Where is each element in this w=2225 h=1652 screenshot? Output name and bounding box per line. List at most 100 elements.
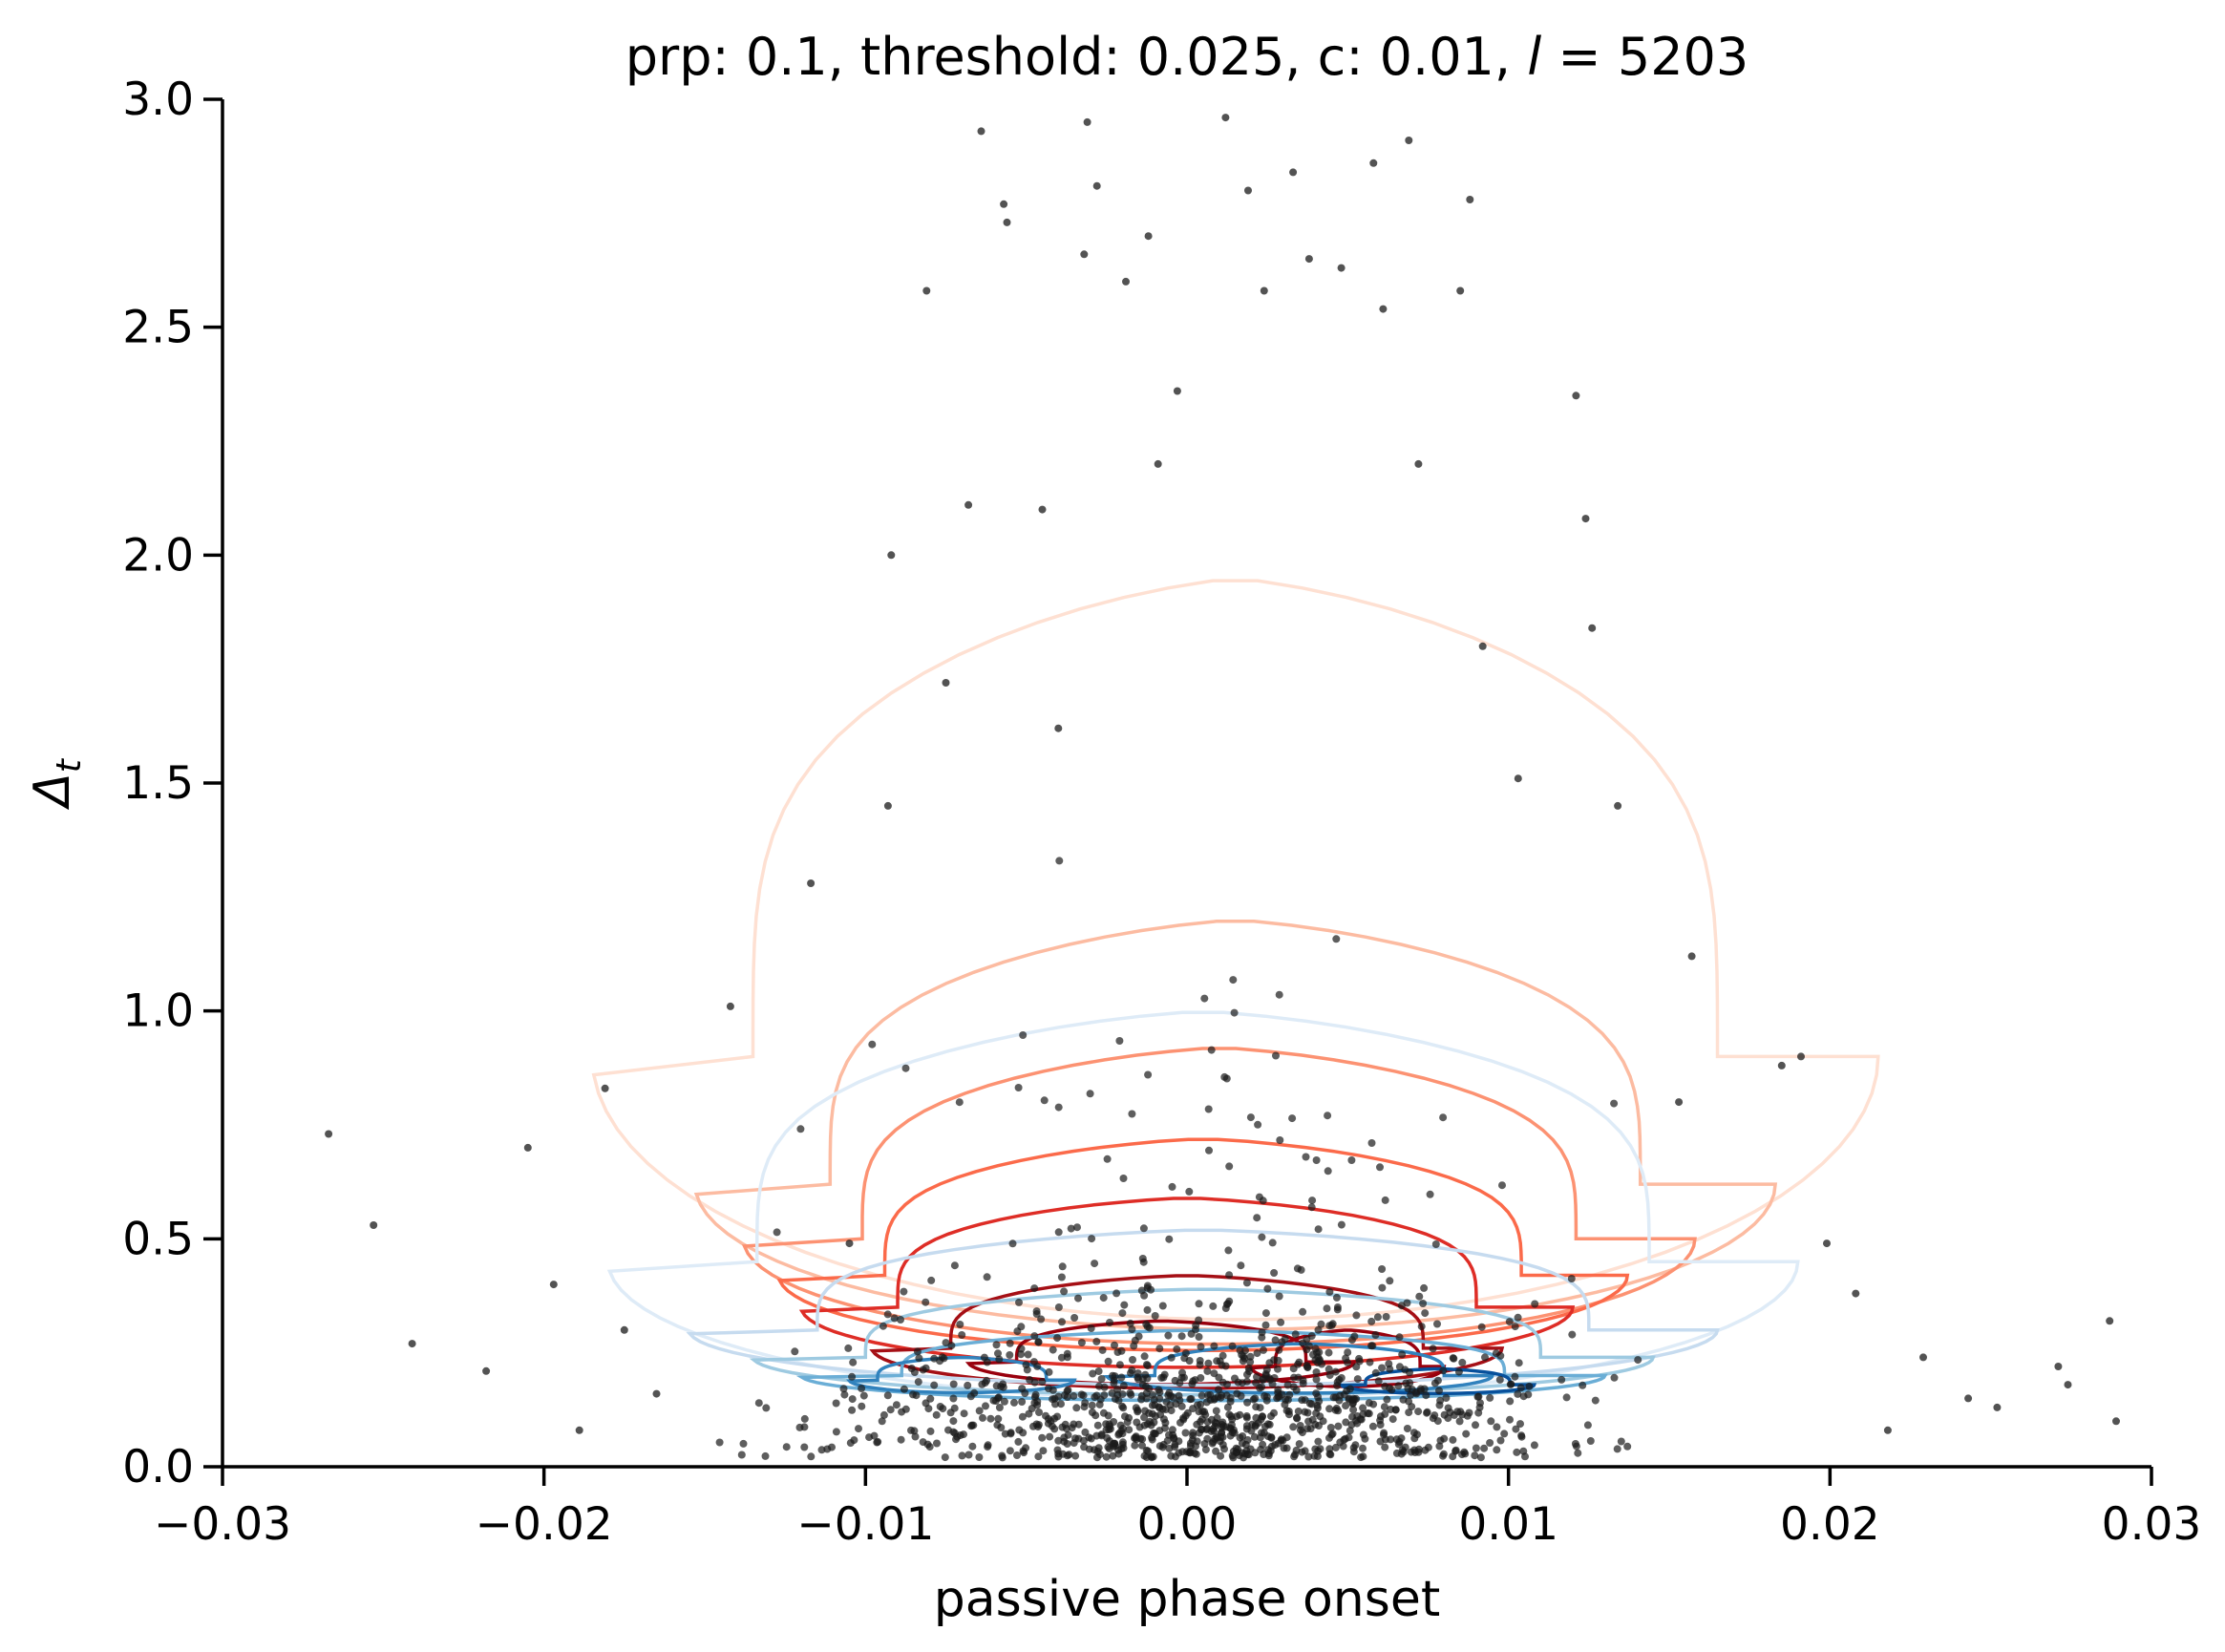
scatter-point bbox=[900, 1287, 908, 1296]
scatter-point bbox=[1249, 1395, 1258, 1404]
scatter-point bbox=[2064, 1381, 2072, 1389]
scatter-point bbox=[1420, 1283, 1429, 1292]
scatter-point bbox=[1369, 1400, 1378, 1408]
scatter-point bbox=[1017, 1323, 1026, 1331]
scatter-point bbox=[1242, 1413, 1251, 1422]
scatter-point bbox=[1054, 1450, 1063, 1458]
scatter-point bbox=[1323, 1304, 1331, 1313]
scatter-point bbox=[1007, 1430, 1015, 1438]
scatter-point bbox=[1452, 1447, 1460, 1455]
scatter-point bbox=[879, 1322, 887, 1330]
scatter-point bbox=[1237, 1391, 1245, 1400]
scatter-point bbox=[986, 1414, 995, 1423]
scatter-point bbox=[1195, 1316, 1203, 1324]
y-axis-label: Δt bbox=[24, 757, 89, 811]
scatter-point bbox=[1465, 1408, 1473, 1417]
y-tick-label: 2.5 bbox=[122, 302, 194, 354]
scatter-point bbox=[1386, 1384, 1393, 1392]
x-tick-label: 0.03 bbox=[2102, 1498, 2202, 1551]
scatter-point bbox=[1797, 1052, 1805, 1061]
scatter-point bbox=[1109, 1439, 1117, 1448]
scatter-point bbox=[964, 1381, 972, 1389]
scatter-point bbox=[1017, 1350, 1026, 1359]
scatter-point bbox=[1115, 1361, 1124, 1369]
scatter-point bbox=[907, 1426, 915, 1434]
scatter-point bbox=[1189, 1405, 1197, 1413]
scatter-point bbox=[1610, 1373, 1619, 1382]
scatter-point bbox=[845, 1239, 854, 1248]
scatter-point bbox=[1093, 1448, 1102, 1455]
scatter-point bbox=[1472, 1421, 1479, 1430]
scatter-point bbox=[1054, 1392, 1063, 1401]
scatter-point bbox=[1015, 1426, 1024, 1434]
scatter-point bbox=[1024, 1350, 1032, 1359]
scatter-point bbox=[1058, 1318, 1066, 1326]
scatter-point bbox=[1175, 1449, 1183, 1457]
scatter-point bbox=[1456, 286, 1465, 295]
scatter-point bbox=[1381, 1196, 1389, 1204]
scatter-point bbox=[1114, 1446, 1122, 1454]
scatter-point bbox=[1099, 1294, 1108, 1303]
scatter-point bbox=[1306, 1425, 1315, 1433]
scatter-point bbox=[1165, 1235, 1174, 1243]
scatter-point bbox=[1277, 1318, 1285, 1326]
scatter-point bbox=[1204, 1105, 1213, 1113]
scatter-point bbox=[1329, 1393, 1338, 1402]
scatter-point bbox=[807, 879, 816, 887]
scatter-point bbox=[1113, 1348, 1122, 1356]
scatter-point bbox=[1077, 1390, 1086, 1399]
scatter-point bbox=[1122, 277, 1130, 286]
scatter-point bbox=[1410, 1434, 1419, 1443]
scatter-point bbox=[1140, 1352, 1149, 1361]
scatter-point bbox=[1019, 1031, 1028, 1039]
scatter-point bbox=[1380, 1403, 1388, 1411]
scatter-point bbox=[1223, 1300, 1232, 1308]
scatter-point bbox=[1258, 1412, 1266, 1421]
scatter-point bbox=[1267, 1442, 1276, 1451]
scatter-point bbox=[1511, 1323, 1519, 1331]
scatter-point bbox=[878, 1417, 886, 1426]
scatter-point bbox=[1193, 1420, 1201, 1429]
scatter-point bbox=[1143, 1323, 1152, 1331]
scatter-point bbox=[1150, 1418, 1158, 1427]
scatter-point bbox=[1407, 1448, 1415, 1456]
scatter-point bbox=[1454, 1367, 1463, 1376]
scatter-point bbox=[1373, 1313, 1382, 1322]
scatter-point bbox=[1242, 1279, 1251, 1287]
scatter-point bbox=[1430, 1379, 1439, 1387]
scatter-point bbox=[1196, 1361, 1204, 1369]
scatter-point bbox=[883, 1391, 892, 1400]
scatter-point bbox=[1143, 1362, 1152, 1370]
scatter-point bbox=[911, 1432, 920, 1441]
x-axis-ticks: −0.03 −0.02 −0.01 0.00 0.01 0.02 0.03 bbox=[154, 1467, 2201, 1551]
scatter-point bbox=[1161, 1419, 1170, 1427]
kde-contour-line bbox=[1337, 1366, 1537, 1396]
chart-title-symbol: l bbox=[1527, 27, 1541, 87]
scatter-point bbox=[1514, 1313, 1522, 1322]
scatter-point bbox=[1309, 1350, 1317, 1359]
scatter-point bbox=[1292, 1386, 1301, 1394]
scatter-point bbox=[1187, 1329, 1196, 1338]
scatter-point bbox=[1493, 1423, 1501, 1431]
scatter-point bbox=[1132, 1433, 1140, 1442]
scatter-point bbox=[901, 1405, 910, 1413]
scatter-point bbox=[1057, 1353, 1066, 1362]
scatter-point bbox=[1397, 1302, 1406, 1310]
scatter-point bbox=[1258, 1328, 1266, 1337]
scatter-point bbox=[958, 1331, 966, 1339]
scatter-point bbox=[1053, 1412, 1062, 1421]
scatter-point bbox=[1158, 1443, 1167, 1451]
scatter-point bbox=[1080, 250, 1089, 259]
scatter-point bbox=[1034, 1452, 1043, 1461]
scatter-point bbox=[949, 1380, 958, 1388]
scatter-point bbox=[1514, 1389, 1522, 1398]
scatter-point bbox=[1435, 1442, 1444, 1451]
scatter-point bbox=[1388, 1415, 1397, 1424]
scatter-point bbox=[1074, 1434, 1083, 1443]
scatter-point bbox=[1435, 1387, 1443, 1395]
scatter-point bbox=[1203, 1434, 1212, 1443]
scatter-point bbox=[1188, 1435, 1197, 1444]
scatter-point bbox=[1010, 1398, 1018, 1407]
scatter-point bbox=[761, 1451, 770, 1460]
scatter-point bbox=[1111, 1341, 1118, 1349]
